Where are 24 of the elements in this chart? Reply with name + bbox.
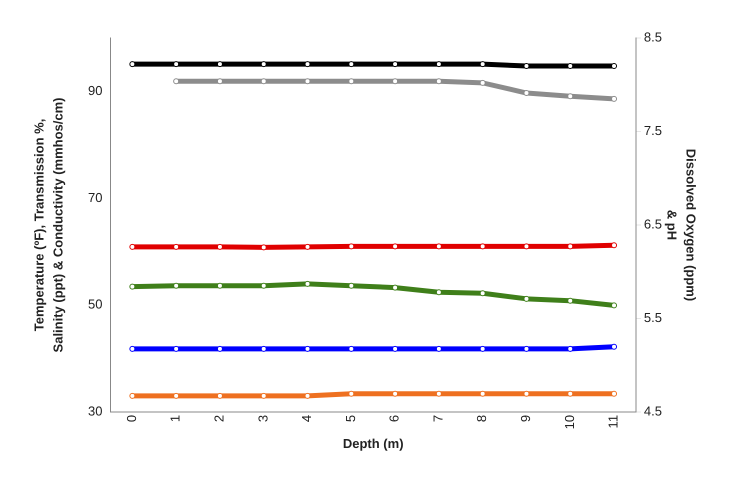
x-tick-label: 10 xyxy=(562,414,577,430)
y-axis-title: Temperature (ºF), Transmission %, Salinity (ppt) & Conductivity (mmhos/cm) xyxy=(32,97,66,352)
x-tick-label: 5 xyxy=(342,414,358,422)
y2-tick-label: 6.5 xyxy=(644,216,662,232)
y2-axis-title: Dissolved Oxygen (ppm) & pH xyxy=(664,148,698,302)
y-tick-label: 70 xyxy=(88,190,102,205)
x-tick-label: 4 xyxy=(299,414,314,422)
y2-tick-label: 4.5 xyxy=(644,404,662,419)
x-tick-label: 1 xyxy=(168,414,183,422)
x-tick-label: 6 xyxy=(386,414,402,422)
x-axis-title: Depth (m) xyxy=(342,436,404,451)
x-tick-label: 0 xyxy=(124,414,139,422)
y-tick-label: 90 xyxy=(88,83,102,98)
y2-tick-label: 7.5 xyxy=(644,123,662,138)
x-tick-label: 3 xyxy=(255,414,270,422)
x-tick-label: 9 xyxy=(518,414,534,422)
x-tick-label: 2 xyxy=(212,414,227,422)
x-tick-label: 8 xyxy=(474,414,490,422)
x-tick-label: 7 xyxy=(430,414,446,422)
y-tick-label: 50 xyxy=(88,296,102,312)
y-tick-label: 30 xyxy=(88,404,102,419)
y2-tick-label: 8.5 xyxy=(644,30,662,45)
y2-tick-label: 5.5 xyxy=(644,310,662,326)
x-tick-label: 11 xyxy=(606,414,621,428)
